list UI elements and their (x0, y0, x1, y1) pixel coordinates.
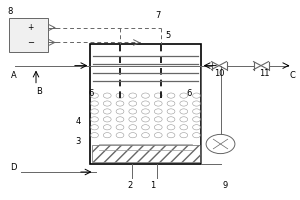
Text: C: C (290, 72, 296, 80)
Text: 10: 10 (214, 68, 224, 77)
Text: 3: 3 (75, 136, 81, 146)
Text: 5: 5 (165, 31, 171, 40)
Text: 6: 6 (186, 90, 192, 98)
Text: 2: 2 (128, 180, 133, 190)
Bar (90, 44, 201, 164)
Text: −: − (27, 38, 34, 47)
Text: B: B (36, 88, 42, 97)
Text: 4: 4 (75, 116, 81, 126)
Text: 11: 11 (259, 68, 269, 77)
Bar (9, 18, 48, 52)
Text: A: A (11, 72, 16, 80)
Text: 7: 7 (155, 11, 160, 21)
Text: 9: 9 (222, 180, 228, 190)
Text: +: + (27, 23, 34, 32)
Text: 8: 8 (8, 6, 13, 16)
Bar (92, 145, 200, 162)
Text: 6: 6 (89, 90, 94, 98)
Text: D: D (10, 162, 17, 171)
Text: 1: 1 (150, 180, 156, 190)
